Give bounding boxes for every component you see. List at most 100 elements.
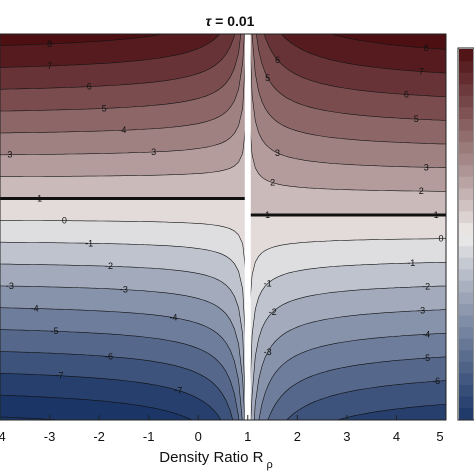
colorbar-step-23: [459, 314, 473, 328]
left-contour-label-3: 5: [102, 103, 107, 113]
left-contour-3: [0, 34, 248, 156]
title-value: = 0.01: [211, 13, 254, 29]
singular-line: [244, 34, 251, 420]
left-contour--4: [0, 307, 243, 420]
right-band--9: [249, 452, 446, 461]
right-contour--9: [249, 452, 446, 461]
left-contour-label-17: -7: [55, 371, 63, 381]
left-contour-10: [0, 0, 247, 2]
left-contour-0: [0, 220, 248, 282]
right-contour-label-6: 1: [434, 210, 439, 220]
left-contour--5: [0, 329, 240, 420]
colorbar-step-30: [459, 395, 473, 409]
colorbar-step-4: [459, 95, 473, 108]
right-contour--3: [253, 309, 446, 420]
colorbar-step-18: [459, 257, 473, 270]
colorbar-step-2: [459, 72, 473, 85]
right-contour--1: [248, 262, 446, 420]
right-contour--7: [336, 403, 446, 420]
left-contour-4: [0, 34, 245, 134]
left-contour--9: [0, 416, 64, 420]
colorbar-step-27: [459, 361, 473, 374]
colorbar-step-1: [459, 60, 473, 73]
x-tick-label-4: 0: [195, 429, 202, 444]
right-contour-label-4: 3: [424, 162, 429, 172]
colorbar-step-28: [459, 372, 473, 385]
right-contour-label-5: 2: [419, 186, 424, 196]
colorbar-step-7: [459, 129, 473, 143]
right-contour-label-2: 6: [404, 90, 409, 100]
right-contour-6: [263, 34, 446, 97]
colorbar-step-16: [459, 234, 473, 247]
colorbar-step-21: [459, 291, 473, 304]
x-tick-label-3: -1: [143, 429, 155, 444]
left-contour--1: [0, 241, 248, 365]
right-contour-label-18: 6: [275, 55, 280, 65]
colorbar-step-15: [459, 222, 473, 235]
x-tick-label-0: -4: [0, 429, 6, 444]
x-axis-label-main: Density Ratio R: [159, 449, 263, 466]
right-contour-label-0: 8: [424, 43, 429, 53]
left-contour-8: [0, 34, 165, 46]
contour-fill-layer: [0, 0, 446, 461]
right-contour-10: [249, 0, 446, 2]
colorbar-step-25: [459, 338, 473, 351]
left-contour-5: [0, 34, 242, 112]
left-contour-label-0: 8: [47, 39, 52, 49]
right-contour-label-1: 7: [419, 67, 424, 77]
right-contour--5: [267, 356, 446, 420]
colorbar-step-8: [459, 141, 473, 154]
right-contour-label-13: -6: [432, 376, 440, 386]
right-contour-label-21: -3: [264, 347, 272, 357]
left-contour-label-1: 7: [47, 61, 52, 71]
colorbar-step-26: [459, 349, 473, 362]
left-contour-label-2: 6: [87, 82, 92, 92]
left-contour-label-18: -7: [174, 386, 182, 396]
left-contour--7: [0, 373, 222, 420]
right-contour-label-19: -1: [264, 279, 272, 289]
left-contour-label-4: 3: [7, 150, 12, 160]
left-contour-label-9: -1: [85, 238, 93, 248]
right-contour-label-3: 5: [414, 114, 419, 124]
right-contour-9: [249, 0, 446, 26]
left-contour-label-7: 1: [37, 194, 42, 204]
right-contour-label-17: 5: [265, 73, 270, 83]
plot-frame: [0, 33, 447, 421]
right-contour-label-20: -2: [269, 307, 277, 317]
left-contour--8: [0, 394, 193, 420]
colorbar-step-11: [459, 176, 473, 189]
title-tau-symbol: τ: [206, 13, 213, 29]
left-contour--2: [0, 263, 247, 420]
right-contour-8: [330, 34, 446, 50]
left-contour-label-5: 4: [121, 125, 126, 135]
colorbar-step-9: [459, 153, 473, 166]
chart-title: τ = 0.01: [206, 13, 255, 29]
right-contour-label-11: -4: [422, 329, 430, 339]
left-contour-label-6: 3: [151, 147, 156, 157]
x-tick-label-2: -2: [93, 429, 105, 444]
left-contour-6: [0, 34, 236, 90]
x-tick-label-9: 5: [436, 429, 443, 444]
left-contour-label-11: -3: [120, 285, 128, 295]
left-contour-7: [0, 34, 221, 68]
colorbar-step-0: [459, 49, 473, 62]
right-contour-label-14: 1: [265, 210, 270, 220]
left-band-11: [0, 0, 247, 2]
colorbar-step-13: [459, 199, 473, 212]
right-contour-5: [256, 34, 446, 121]
x-tick-label-6: 2: [294, 429, 301, 444]
x-tick-label-7: 3: [343, 429, 350, 444]
colorbar-step-17: [459, 245, 473, 258]
right-contour-2: [248, 112, 446, 192]
left-contour-2: [0, 115, 248, 177]
colorbar-step-20: [459, 280, 473, 293]
colorbar-step-14: [459, 210, 473, 224]
colorbar-step-19: [459, 268, 473, 281]
x-tick-label-1: -3: [44, 429, 56, 444]
right-contour--4: [258, 333, 446, 420]
right-contour-0: [248, 238, 446, 318]
right-contour-label-10: -3: [417, 306, 425, 316]
right-band-11: [249, 0, 446, 2]
left-contour--3: [0, 285, 246, 420]
